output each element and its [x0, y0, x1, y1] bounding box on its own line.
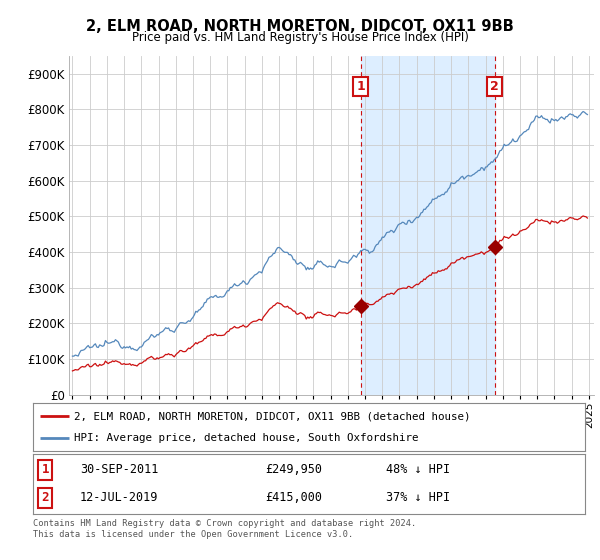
Text: 37% ↓ HPI: 37% ↓ HPI	[386, 491, 451, 504]
Bar	[361, 56, 494, 395]
Text: £415,000: £415,000	[265, 491, 322, 504]
Text: Contains HM Land Registry data © Crown copyright and database right 2024.
This d: Contains HM Land Registry data © Crown c…	[33, 519, 416, 539]
Text: 48% ↓ HPI: 48% ↓ HPI	[386, 464, 451, 477]
Text: 1: 1	[356, 80, 365, 93]
Text: 2: 2	[41, 491, 49, 504]
Text: 2, ELM ROAD, NORTH MORETON, DIDCOT, OX11 9BB: 2, ELM ROAD, NORTH MORETON, DIDCOT, OX11…	[86, 19, 514, 34]
Text: 2: 2	[490, 80, 499, 93]
Text: HPI: Average price, detached house, South Oxfordshire: HPI: Average price, detached house, Sout…	[74, 433, 419, 443]
Text: 30-SEP-2011: 30-SEP-2011	[80, 464, 158, 477]
Text: 12-JUL-2019: 12-JUL-2019	[80, 491, 158, 504]
Text: 2, ELM ROAD, NORTH MORETON, DIDCOT, OX11 9BB (detached house): 2, ELM ROAD, NORTH MORETON, DIDCOT, OX11…	[74, 411, 471, 421]
Text: 1: 1	[41, 464, 49, 477]
Text: Price paid vs. HM Land Registry's House Price Index (HPI): Price paid vs. HM Land Registry's House …	[131, 31, 469, 44]
Text: £249,950: £249,950	[265, 464, 322, 477]
